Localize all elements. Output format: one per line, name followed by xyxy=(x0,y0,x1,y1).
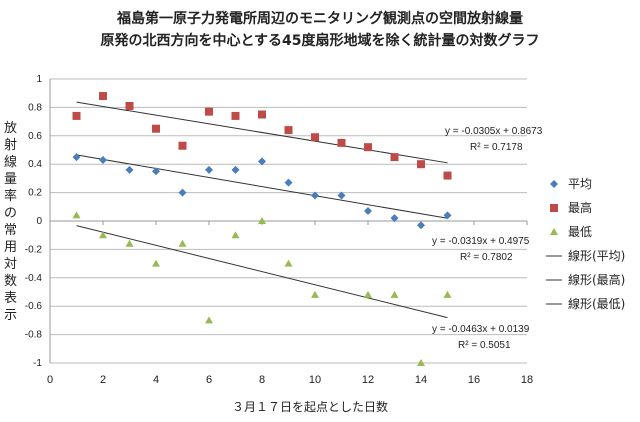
trendline xyxy=(76,154,448,219)
y-tick-label: -0.6 xyxy=(25,301,43,312)
data-point xyxy=(205,316,213,324)
data-point xyxy=(99,92,107,101)
data-point xyxy=(390,153,399,162)
y-tick-label: 1 xyxy=(36,74,42,85)
data-point xyxy=(417,221,425,230)
data-point xyxy=(284,178,293,187)
legend-label: 線形(平均) xyxy=(568,248,625,263)
data-point xyxy=(205,165,213,174)
y-axis-label: 放射線量率の常用対数表示 xyxy=(4,121,18,323)
x-axis-label: ３月１７日を起点とした日数 xyxy=(231,400,388,414)
legend-marker xyxy=(550,180,558,188)
data-point xyxy=(152,259,160,267)
legend-label: 線形(最高) xyxy=(568,272,625,287)
legend-label: 平均 xyxy=(568,177,592,191)
x-tick-label: 18 xyxy=(521,374,533,386)
y-tick-label: -1 xyxy=(33,358,42,369)
x-tick-label: 14 xyxy=(415,374,427,386)
data-point xyxy=(258,157,266,166)
data-point xyxy=(125,101,134,110)
data-point xyxy=(417,359,425,366)
data-point xyxy=(364,207,372,216)
data-point xyxy=(178,141,187,150)
data-point xyxy=(258,110,266,119)
data-point xyxy=(72,153,81,162)
x-tick-label: 4 xyxy=(153,374,159,386)
data-point xyxy=(443,211,452,220)
data-point xyxy=(284,126,293,135)
trendline-r-squared: R² = 0.5051 xyxy=(458,340,511,351)
data-point xyxy=(152,124,160,133)
x-tick-label: 2 xyxy=(100,374,106,386)
data-point xyxy=(178,188,187,197)
data-point xyxy=(178,239,187,247)
legend-label: 最低 xyxy=(568,225,592,239)
data-point xyxy=(390,214,399,223)
data-point xyxy=(443,290,452,298)
y-tick-label: 0.2 xyxy=(28,188,42,199)
data-point xyxy=(443,171,452,180)
chart-subtitle: 原発の北西方向を中心とする45度扇形地域を除く統計量の対数グラフ xyxy=(100,33,540,49)
y-tick-label: 0.4 xyxy=(28,159,42,170)
x-tick-label: 6 xyxy=(206,374,212,386)
data-point xyxy=(258,217,266,224)
data-point xyxy=(205,107,213,116)
y-tick-label: -0.2 xyxy=(25,244,43,255)
x-tick-label: 0 xyxy=(47,374,53,386)
trendline xyxy=(76,101,448,164)
y-tick-label: -0.4 xyxy=(25,273,43,284)
data-point xyxy=(72,211,81,219)
trendline-r-squared: R² = 0.7802 xyxy=(460,252,513,263)
data-point xyxy=(72,111,81,120)
x-tick-label: 16 xyxy=(468,374,480,386)
trendline-r-squared: R² = 0.7178 xyxy=(470,142,523,153)
data-point xyxy=(390,290,399,298)
data-point xyxy=(337,191,346,200)
data-point xyxy=(152,167,160,176)
trendline-equation: y = -0.0319x + 0.4975 xyxy=(432,236,530,247)
data-point xyxy=(231,231,240,239)
data-point xyxy=(311,133,319,142)
data-point xyxy=(364,143,372,152)
data-point xyxy=(337,138,346,147)
trendline-equation: y = -0.0305x + 0.8673 xyxy=(445,126,543,137)
data-point xyxy=(284,259,293,267)
y-tick-label: 0.8 xyxy=(28,102,42,113)
data-point xyxy=(99,155,107,164)
data-point xyxy=(311,290,319,298)
x-tick-label: 12 xyxy=(362,374,374,386)
y-tick-label: 0 xyxy=(36,216,42,227)
data-point xyxy=(231,165,240,174)
data-point xyxy=(99,231,107,239)
trendline-equation: y = -0.0463x + 0.0139 xyxy=(432,324,530,335)
chart-title: 福島第一原子力発電所周辺のモニタリング観測点の空間放射線量 xyxy=(117,11,523,27)
x-tick-label: 8 xyxy=(259,374,265,386)
y-tick-label: -0.8 xyxy=(25,330,43,341)
data-point xyxy=(125,239,134,247)
x-tick-label: 10 xyxy=(309,374,321,386)
data-point xyxy=(125,165,134,174)
legend-marker xyxy=(550,228,558,235)
data-point xyxy=(364,290,372,298)
data-point xyxy=(231,111,240,120)
legend-label: 線形(最低) xyxy=(568,296,625,311)
trendline xyxy=(76,225,448,319)
y-tick-label: 0.6 xyxy=(28,131,42,142)
data-point xyxy=(417,160,425,169)
legend-marker xyxy=(550,204,558,212)
legend-label: 最高 xyxy=(568,200,592,215)
data-point xyxy=(311,191,319,200)
